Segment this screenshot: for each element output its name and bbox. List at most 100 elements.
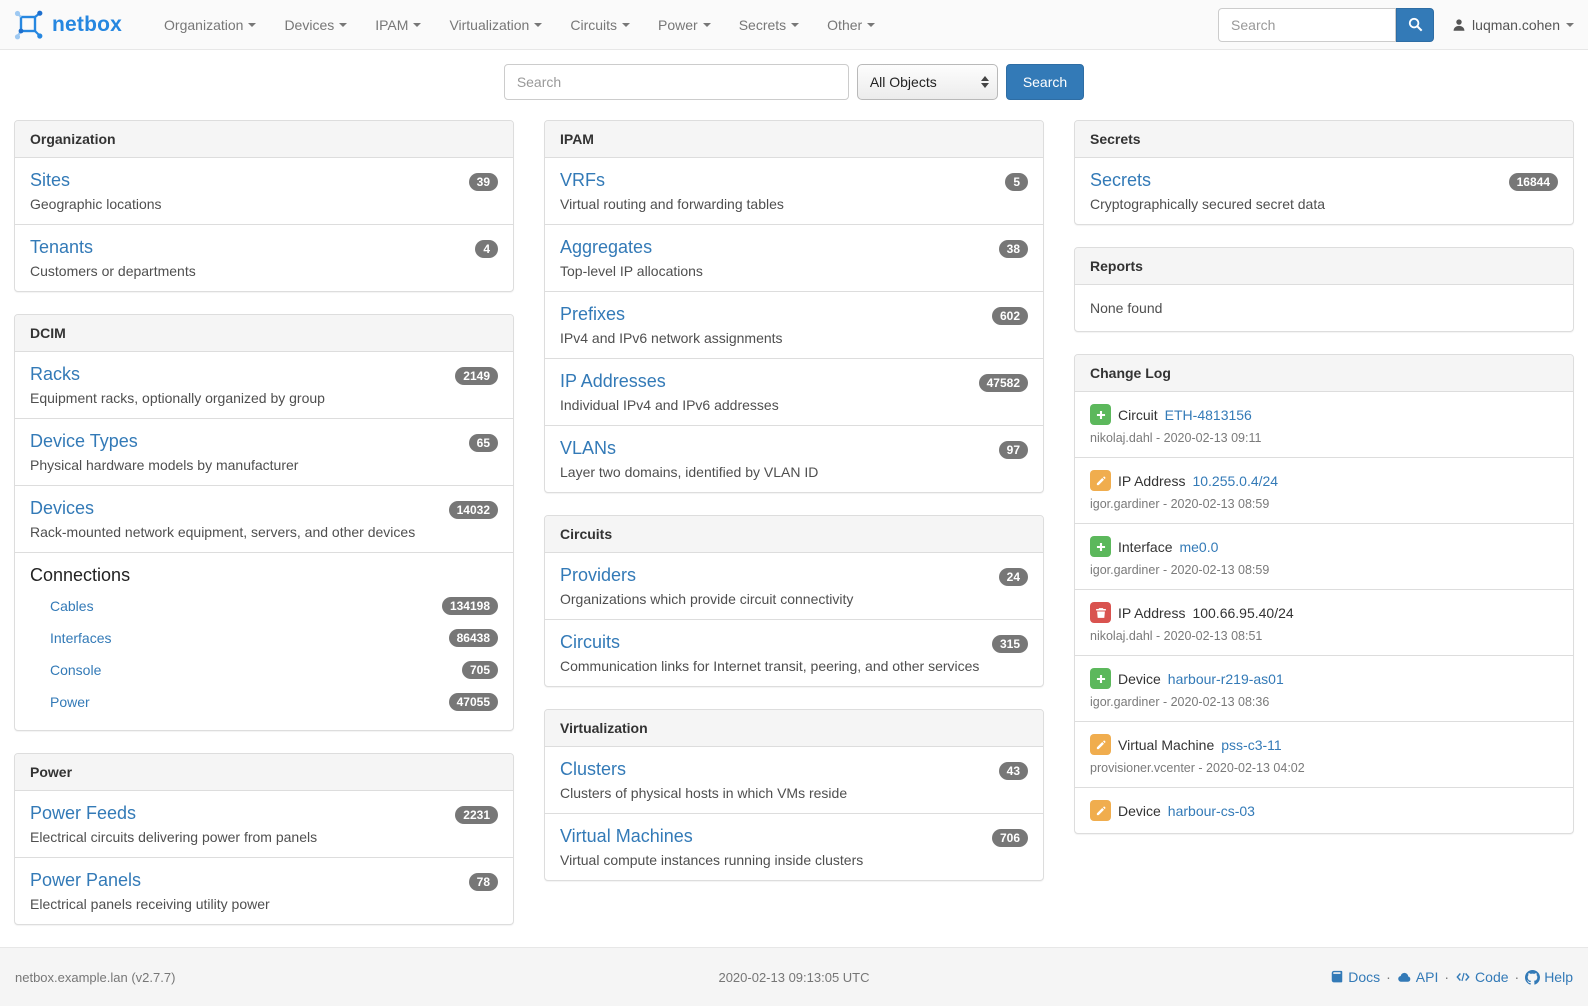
page-footer: netbox.example.lan (v2.7.7) 2020-02-13 0… [0,947,1588,1006]
list-item: 315 Circuits Communication links for Int… [545,620,1043,686]
panel-title: Change Log [1075,355,1573,392]
link-cables[interactable]: Cables [50,598,94,614]
panel-virtualization: Virtualization 43 Clusters Clusters of p… [544,709,1044,881]
middle-column: IPAM 5 VRFs Virtual routing and forwardi… [544,120,1044,903]
link-secrets[interactable]: Secrets [1090,170,1152,190]
connections-heading: Connections [30,565,131,585]
navbar-search-input[interactable] [1218,7,1397,42]
menu-ipam[interactable]: IPAM [361,17,435,33]
search-scope-select[interactable]: All Objects [856,64,998,100]
changelog-entry: Interface me0.0 igor.gardiner - 2020-02-… [1075,524,1573,590]
count-badge: 97 [998,441,1028,459]
menu-label: Power [658,16,698,33]
link-power-feeds[interactable]: Power Feeds [30,803,137,823]
menu-devices[interactable]: Devices [270,17,361,33]
list-item: 65 Device Types Physical hardware models… [15,419,513,486]
deleted-icon [1090,602,1111,623]
link-power-panels[interactable]: Power Panels [30,870,142,890]
item-description: Geographic locations [30,196,162,212]
link-circuits[interactable]: Circuits [560,632,621,652]
dashboard-grid: Organization 39 Sites Geographic locatio… [0,120,1588,947]
code-icon [1455,970,1471,984]
count-badge: 706 [991,829,1028,847]
footer-link-api[interactable]: API [1397,969,1438,985]
link-aggregates[interactable]: Aggregates [560,237,653,257]
list-item: 5 VRFs Virtual routing and forwarding ta… [545,158,1043,225]
item-description: Equipment racks, optionally organized by… [30,390,325,406]
menu-other[interactable]: Other [813,17,889,33]
footer-link-docs[interactable]: Docs [1330,969,1380,985]
count-badge: 705 [461,661,498,679]
link-ip-addresses[interactable]: IP Addresses [560,371,666,391]
footer-link-label: Code [1475,969,1509,985]
item-description: Virtual routing and forwarding tables [560,196,784,212]
changelog-meta: nikolaj.dahl - 2020-02-13 09:11 [1090,431,1262,445]
navbar-search-button[interactable] [1396,7,1435,42]
object-link[interactable]: harbour-r219-as01 [1167,670,1284,687]
list-item: 38 Aggregates Top-level IP allocations [545,225,1043,292]
link-prefixes[interactable]: Prefixes [560,304,626,324]
netbox-logo[interactable]: netbox [14,10,122,40]
changelog-meta: nikolaj.dahl - 2020-02-13 08:51 [1090,629,1263,643]
panel-title: Secrets [1075,121,1573,158]
link-clusters[interactable]: Clusters [560,759,627,779]
footer-link-code[interactable]: Code [1455,969,1509,985]
brand-name: netbox [52,12,123,36]
object-link[interactable]: 10.255.0.4/24 [1192,472,1279,489]
list-item: 706 Virtual Machines Virtual compute ins… [545,814,1043,880]
object-link[interactable]: pss-c3-11 [1221,736,1282,753]
connection-row: Interfaces 86438 [30,622,498,654]
object-type: Interface [1118,538,1173,555]
user-menu[interactable]: luqman.cohen [1452,17,1574,33]
list-item: 4 Tenants Customers or departments [15,225,513,291]
menu-label: Other [827,16,863,33]
changelog-meta: igor.gardiner - 2020-02-13 08:36 [1090,695,1270,709]
username: luqman.cohen [1472,16,1560,33]
menu-organization[interactable]: Organization [150,17,270,33]
item-description: Rack-mounted network equipment, servers,… [30,524,416,540]
link-providers[interactable]: Providers [560,565,637,585]
object-link[interactable]: harbour-cs-03 [1167,802,1255,819]
book-icon [1330,970,1344,984]
count-badge: 134198 [441,597,498,615]
list-item: 14032 Devices Rack-mounted network equip… [15,486,513,553]
footer-link-help[interactable]: Help [1525,969,1573,985]
link-device-types[interactable]: Device Types [30,431,138,451]
netbox-logo-icon [14,10,44,40]
link-power-connections[interactable]: Power [50,694,90,710]
menu-power[interactable]: Power [644,17,725,33]
count-badge: 2149 [455,367,498,385]
main-menu: Organization Devices IPAM Virtualization… [150,17,889,33]
list-item: 47582 IP Addresses Individual IPv4 and I… [545,359,1043,426]
count-badge: 2231 [455,806,498,824]
menu-virtualization[interactable]: Virtualization [435,17,556,33]
link-virtual-machines[interactable]: Virtual Machines [560,826,693,846]
created-icon [1090,668,1111,689]
link-devices[interactable]: Devices [30,498,95,518]
left-column: Organization 39 Sites Geographic locatio… [14,120,514,947]
global-search-button[interactable]: Search [1005,64,1085,100]
panel-secrets: Secrets 16844 Secrets Cryptographically … [1074,120,1574,225]
link-sites[interactable]: Sites [30,170,71,190]
link-console[interactable]: Console [50,662,102,678]
link-vrfs[interactable]: VRFs [560,170,605,190]
object-link[interactable]: me0.0 [1179,538,1219,555]
panel-title: Circuits [545,516,1043,553]
panel-circuits: Circuits 24 Providers Organizations whic… [544,515,1044,687]
item-description: IPv4 and IPv6 network assignments [560,330,783,346]
link-interfaces[interactable]: Interfaces [50,630,112,646]
menu-circuits[interactable]: Circuits [556,17,644,33]
global-search-input[interactable] [503,64,849,100]
count-badge: 24 [998,568,1028,586]
link-tenants[interactable]: Tenants [30,237,94,257]
menu-secrets[interactable]: Secrets [725,17,813,33]
menu-label: IPAM [375,16,409,33]
link-vlans[interactable]: VLANs [560,438,617,458]
menu-label: Devices [284,16,335,33]
object-link[interactable]: ETH-4813156 [1164,406,1252,423]
link-racks[interactable]: Racks [30,364,81,384]
edited-icon [1090,470,1111,491]
list-item: 2231 Power Feeds Electrical circuits del… [15,791,513,858]
changelog-entry: IP Address 100.66.95.40/24 nikolaj.dahl … [1075,590,1573,656]
object-type: Device [1118,802,1161,819]
